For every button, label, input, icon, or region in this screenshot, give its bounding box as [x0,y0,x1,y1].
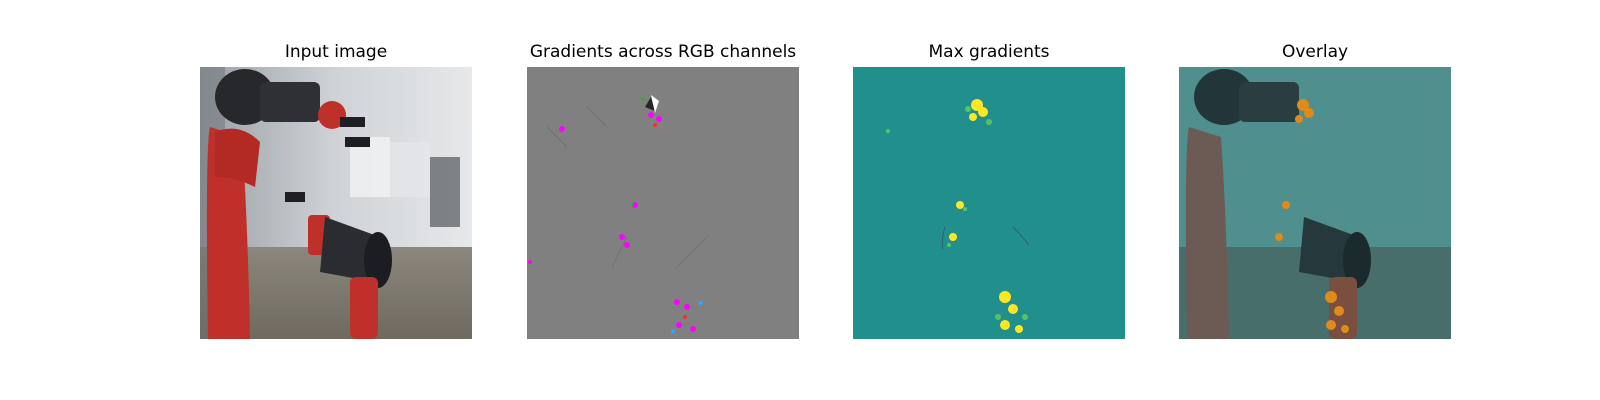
panel-max-gradients: Max gradients [853,0,1125,400]
input-image [200,67,472,339]
panel-rgb-gradients: Gradients across RGB channels [527,0,799,400]
panel-input-image: Input image [200,0,472,400]
rgb-gradients-image [527,67,799,339]
panel-title: Max gradients [928,42,1050,62]
panel-title: Gradients across RGB channels [529,42,797,62]
panel-overlay: Overlay [1179,0,1451,400]
overlay-image [1179,67,1451,339]
panel-title: Input image [284,42,388,62]
max-gradients-image [853,67,1125,339]
panel-title: Overlay [1281,42,1349,62]
